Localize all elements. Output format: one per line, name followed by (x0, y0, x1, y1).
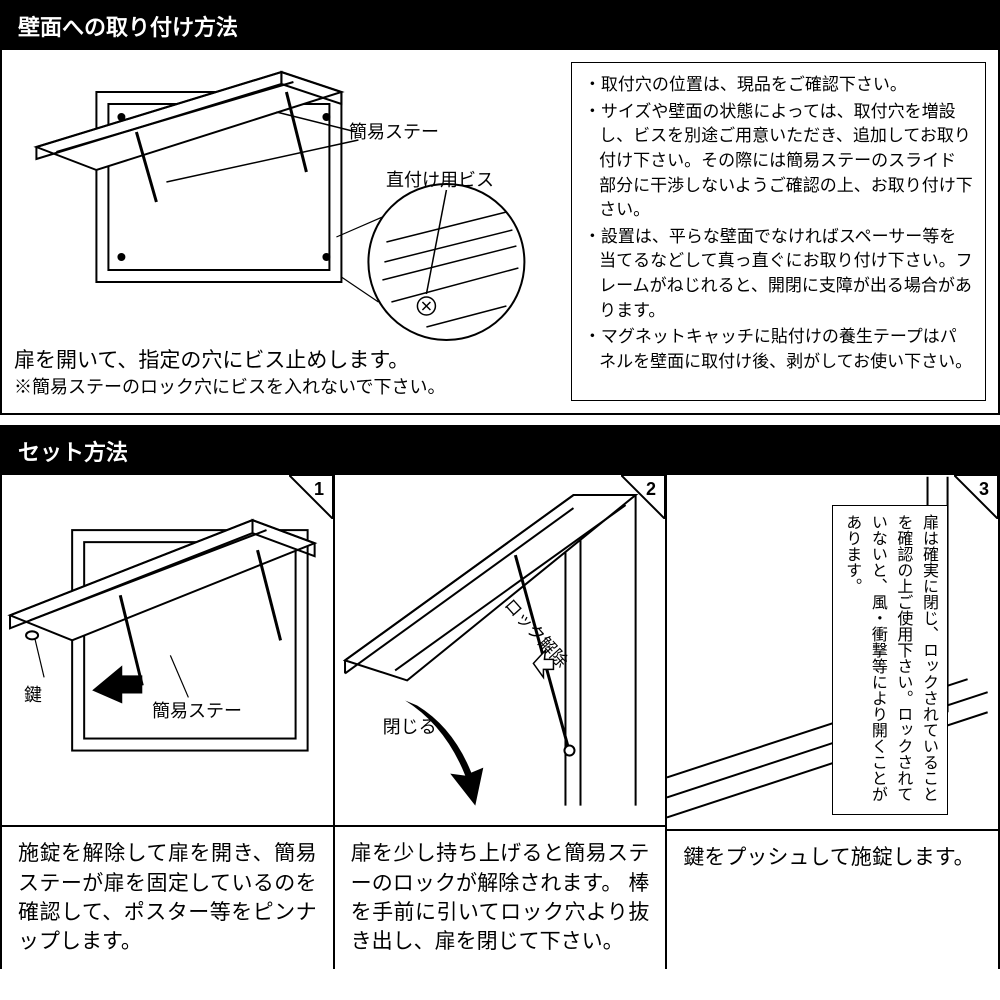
section1-title: 壁面への取り付け方法 (2, 2, 998, 50)
section1-notes: ・取付穴の位置は、現品をご確認下さい。 ・サイズや壁面の状態によっては、取付穴を… (571, 62, 986, 401)
step-number-icon: 2 (621, 475, 665, 519)
caption-main: 扉を開いて、指定の穴にビス止めします。 (14, 346, 559, 375)
step1-svg (2, 475, 333, 826)
caption-note: ※簡易ステーのロック穴にビスを入れないで下さい。 (14, 375, 559, 400)
step2-caption: 扉を少し持ち上げると簡易ステーのロックが解除されます。 棒を手前に引いてロック穴… (335, 825, 666, 969)
step3-caption: 鍵をプッシュして施錠します。 (667, 829, 998, 969)
step2-diagram: 2 (335, 475, 666, 826)
section2-title: セット方法 (2, 427, 998, 475)
step-number-icon: 1 (289, 475, 333, 519)
svg-text:2: 2 (646, 479, 656, 499)
step-number-icon: 3 (954, 475, 998, 519)
note-item: ・サイズや壁面の状態によっては、取付穴を増設し、ビスを別途ご用意いただき、追加し… (584, 100, 973, 223)
step1-caption: 施錠を解除して扉を開き、簡易ステーが扉を固定しているのを確認して、ポスター等をピ… (2, 825, 333, 969)
note-item: ・マグネットキャッチに貼付けの養生テープはパネルを壁面に取付け後、剥がしてお使い… (584, 325, 973, 374)
step-1: 1 (2, 475, 335, 969)
section1-caption: 扉を開いて、指定の穴にビス止めします。 ※簡易ステーのロック穴にビスを入れないで… (14, 346, 559, 401)
note-item: ・設置は、平らな壁面でなければスペーサー等を当てるなどして真っ直ぐにお取り付け下… (584, 225, 973, 324)
section1-diagram: 簡易ステー 直付け用ビス (14, 62, 559, 342)
label-key: 鍵 (24, 681, 42, 707)
section1-left: 簡易ステー 直付け用ビス 扉を開いて、指定の穴にビス止めします。 ※簡易ステーの… (14, 62, 559, 401)
step3-diagram: 3 (667, 475, 998, 829)
steps-row: 1 (2, 475, 998, 969)
spacer (0, 415, 1000, 425)
frame-diagram-svg (14, 62, 559, 342)
step3-vertical-note: 扉は確実に閉じ、ロックされていることを確認の上ご使用下さい。ロックされていないと… (832, 505, 948, 815)
label-stay2: 簡易ステー (152, 697, 242, 723)
step2-svg: ロック解除 (335, 475, 666, 826)
step1-diagram: 1 (2, 475, 333, 826)
step-3: 3 (667, 475, 998, 969)
section-set-method: セット方法 1 (0, 425, 1000, 969)
step-2: 2 (335, 475, 668, 969)
label-screw: 直付け用ビス (386, 166, 494, 192)
section1-body: 簡易ステー 直付け用ビス 扉を開いて、指定の穴にビス止めします。 ※簡易ステーの… (2, 50, 998, 413)
svg-text:1: 1 (314, 479, 324, 499)
svg-text:3: 3 (979, 479, 989, 499)
section-wall-mount: 壁面への取り付け方法 (0, 0, 1000, 415)
label-stay: 簡易ステー (349, 118, 439, 144)
label-close: 閉じる (383, 713, 437, 739)
note-item: ・取付穴の位置は、現品をご確認下さい。 (584, 73, 973, 98)
